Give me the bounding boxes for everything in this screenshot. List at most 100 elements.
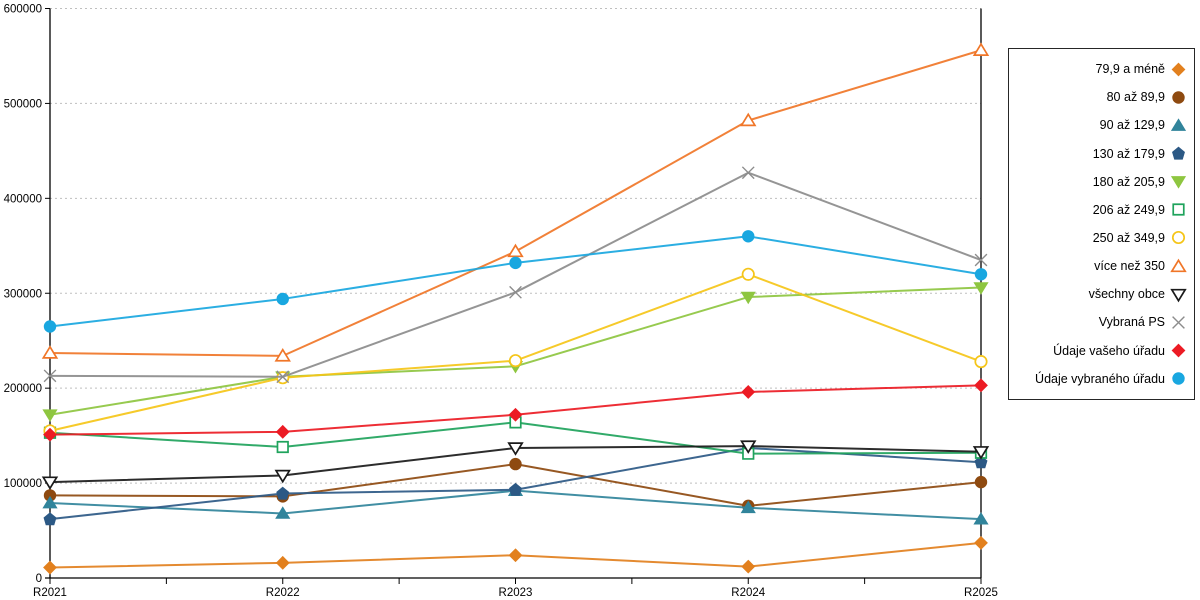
marker-circle-icon <box>509 256 522 270</box>
legend-x-icon <box>1172 316 1185 329</box>
legend-pentagon-icon <box>1172 146 1185 160</box>
legend-diamond-icon <box>1171 62 1186 77</box>
marker-circle-icon <box>974 268 988 281</box>
marker-triangle-down-icon <box>42 409 58 422</box>
marker-circle-icon <box>508 354 523 368</box>
marker-x-icon <box>509 285 522 299</box>
marker-diamond-icon <box>1171 62 1186 77</box>
legend-triangle-down-icon <box>1170 176 1187 189</box>
x-axis-label: R2021 <box>33 587 67 599</box>
marker-circle-icon <box>1171 231 1186 245</box>
marker-pentagon-icon <box>509 482 522 496</box>
series-10 <box>43 166 988 384</box>
legend-label: 90 až 129,9 <box>1099 118 1165 133</box>
marker-triangle-up-icon <box>42 495 58 509</box>
marker-triangle-up-icon <box>274 348 291 362</box>
y-axis-label: 0 <box>36 573 42 585</box>
legend-label: 206 až 249,9 <box>1092 202 1165 217</box>
legend-item-6: 206 až 249,9 <box>1009 198 1194 222</box>
legend-item-1: 79,9 a méně <box>1009 57 1194 81</box>
legend-item-2: 80 až 89,9 <box>1009 85 1194 109</box>
marker-circle-icon <box>1172 372 1185 385</box>
marker-triangle-up-icon <box>1170 118 1187 131</box>
marker-diamond-icon <box>741 385 756 399</box>
series-1 <box>43 535 988 575</box>
marker-diamond-icon <box>508 548 523 563</box>
marker-circle-icon <box>276 292 289 306</box>
marker-triangle-down-icon <box>740 440 757 454</box>
marker-triangle-down-icon <box>507 442 524 456</box>
series-line <box>49 273 982 432</box>
y-axis-label: 100000 <box>4 478 42 490</box>
marker-triangle-down-icon <box>274 469 291 484</box>
marker-diamond-icon <box>43 427 57 442</box>
marker-triangle-down-icon <box>972 446 990 460</box>
legend-label: 80 až 89,9 <box>1106 90 1165 105</box>
marker-circle-icon <box>742 230 755 243</box>
marker-diamond-icon <box>43 560 57 575</box>
y-axis-label: 600000 <box>4 4 42 16</box>
marker-triangle-up-icon <box>507 243 524 258</box>
series-8 <box>41 42 990 362</box>
chart-legend: 79,9 a méně 80 až 89,9 90 až 129,9 130 až 1… <box>1008 48 1195 400</box>
legend-label: Údaje vybraného úřadu <box>1035 371 1165 386</box>
marker-triangle-up-icon <box>973 511 989 525</box>
legend-circle-icon <box>1172 372 1185 385</box>
marker-triangle-down-icon <box>1170 176 1187 189</box>
x-axis-label: R2024 <box>731 587 765 599</box>
legend-item-3: 90 až 129,9 <box>1009 113 1194 137</box>
legend-item-10: Vybraná PS <box>1009 310 1194 334</box>
x-axis-label: R2023 <box>499 587 533 599</box>
marker-triangle-up-icon <box>275 506 291 519</box>
legend-square-icon <box>1172 203 1185 216</box>
marker-pentagon-icon <box>974 455 988 469</box>
y-axis-label: 500000 <box>4 98 42 110</box>
y-axis-label: 200000 <box>4 383 42 395</box>
marker-triangle-up-icon <box>972 42 990 56</box>
series-12 <box>43 230 988 333</box>
legend-circle-icon <box>1171 231 1186 245</box>
marker-diamond-icon <box>275 555 290 570</box>
legend-triangle-down-icon <box>1170 288 1187 303</box>
marker-triangle-down-icon <box>1170 288 1187 303</box>
legend-item-7: 250 až 349,9 <box>1009 226 1194 250</box>
legend-item-9: všechny obce <box>1009 282 1194 306</box>
marker-square-icon <box>276 440 289 454</box>
legend-triangle-up-icon <box>1170 118 1187 131</box>
marker-x-icon <box>974 253 988 267</box>
legend-label: 180 až 205,9 <box>1092 174 1165 189</box>
legend-item-5: 180 až 205,9 <box>1009 170 1194 194</box>
marker-triangle-up-icon <box>41 345 59 359</box>
marker-diamond-icon <box>1171 343 1186 358</box>
series-11 <box>43 378 988 442</box>
legend-diamond-icon <box>1171 343 1186 358</box>
series-line <box>49 286 982 416</box>
marker-circle-icon <box>974 475 988 489</box>
marker-diamond-icon <box>974 535 988 550</box>
axes: 0 100000 200000 300000 400000 500000 600000 R20… <box>4 4 998 600</box>
legend-item-4: 130 až 179,9 <box>1009 142 1194 166</box>
marker-circle-icon <box>974 355 988 369</box>
marker-diamond-icon <box>508 407 523 422</box>
y-axis-label: 300000 <box>4 288 42 300</box>
marker-diamond-icon <box>974 378 988 393</box>
legend-item-11: Údaje vašeho úřadu <box>1009 339 1194 363</box>
marker-triangle-down-icon <box>740 291 756 305</box>
legend-item-8: více než 350 <box>1009 254 1194 278</box>
marker-pentagon-icon <box>276 486 290 500</box>
marker-pentagon-icon <box>43 512 57 526</box>
series-line <box>49 171 982 378</box>
marker-circle-icon <box>509 457 522 471</box>
legend-triangle-up-icon <box>1170 258 1187 272</box>
legend-label: 79,9 a méně <box>1095 62 1166 77</box>
legend-label: Údaje vašeho úřadu <box>1053 343 1165 358</box>
marker-triangle-up-icon <box>740 500 756 514</box>
marker-diamond-icon <box>275 424 290 439</box>
marker-circle-icon <box>43 320 57 333</box>
legend-label: více než 350 <box>1094 259 1165 274</box>
legend-label: 250 až 349,9 <box>1092 230 1165 245</box>
legend-circle-icon <box>1172 91 1185 104</box>
marker-diamond-icon <box>741 559 756 574</box>
